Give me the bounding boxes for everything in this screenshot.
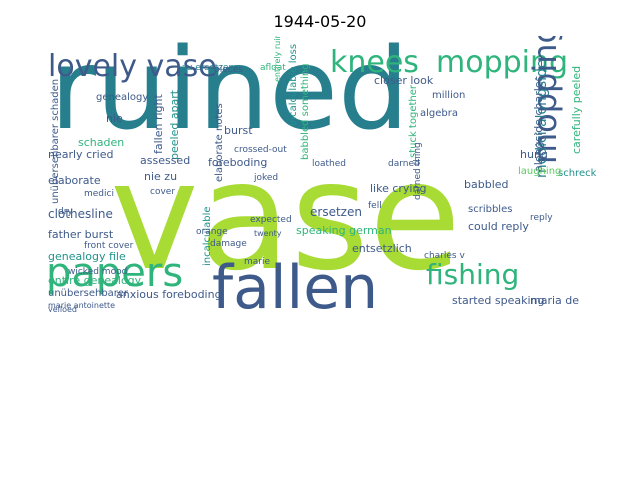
cloud-word: fallen right <box>152 94 165 154</box>
cloud-word: incalculable loss <box>288 44 299 126</box>
cloud-word: joked <box>253 173 278 183</box>
cloud-word: vase <box>110 130 461 304</box>
cloud-word: entire genealogy <box>48 274 142 287</box>
cloud-word: darned thing <box>413 142 423 200</box>
cloud-word: charles v <box>424 251 465 261</box>
cloud-word: ruined <box>50 36 409 155</box>
cloud-word: loathed <box>312 159 346 169</box>
cloud-word: cover <box>150 187 175 197</box>
cloud-word: algebra <box>420 108 458 119</box>
cloud-word: lovely vase <box>48 49 217 84</box>
cloud-word: scribbles <box>468 204 512 215</box>
cloud-word: ersetzen <box>310 205 362 219</box>
cloud-word: foreboding <box>208 156 267 169</box>
cloud-word: dry <box>58 207 73 217</box>
cloud-word: stuck together <box>408 84 419 158</box>
cloud-word: twenty <box>254 229 282 238</box>
cloud-word: marie antoinette <box>48 301 115 310</box>
cloud-word: elaborate notes <box>214 103 225 182</box>
cloud-word: mopping <box>436 45 568 80</box>
cloud-word: nearly cried <box>48 148 113 161</box>
cloud-word: darned <box>388 159 420 169</box>
cloud-word: million <box>432 90 465 101</box>
cloud-word: elaborate <box>48 174 101 187</box>
cloud-word: anxious foreboding <box>116 288 222 301</box>
cloud-word: like crying <box>370 182 426 195</box>
cloud-word: schrecklich <box>558 168 596 179</box>
cloud-word: peeled apart <box>168 89 181 160</box>
cloud-word: speaking german <box>296 224 392 237</box>
figure-title: 1944-05-20 <box>273 12 367 31</box>
cloud-word: pieces <box>214 65 243 75</box>
cloud-word: burst <box>224 124 253 137</box>
cloud-word: medici <box>84 189 114 199</box>
cloud-word: babbled something <box>300 63 311 160</box>
cloud-word: assessed <box>140 154 190 167</box>
cloud-word: crossed-out <box>234 145 287 155</box>
cloud-word: could reply <box>468 220 529 233</box>
cloud-word: carefully peeled <box>570 66 583 154</box>
cloud-word: orange <box>196 227 228 237</box>
cloud-word: front cover <box>84 241 134 251</box>
cloud-word: reply <box>530 213 553 223</box>
cloud-word: closer look <box>374 74 434 87</box>
cloud-word: babbled <box>464 178 509 191</box>
cloud-word: entsetzlich <box>352 242 412 255</box>
cloud-word: genealogy <box>96 92 148 103</box>
cloud-word: yelloed <box>48 305 77 312</box>
cloud-word: fallen <box>212 253 378 312</box>
cloud-word: hung <box>520 148 548 161</box>
cloud-word: unübersehbarer <box>48 288 129 299</box>
cloud-word: clothesline <box>48 207 113 221</box>
cloud-word: fishing <box>426 258 519 291</box>
cloud-word: medici alongside <box>534 59 550 178</box>
word-cloud-panel: ruined vase fallen papers lovely vase knees mo… <box>44 36 596 312</box>
cloud-word: alongside charles <box>532 75 545 172</box>
cloud-word: expected <box>250 215 292 225</box>
cloud-word: zu ersetzen <box>182 63 234 73</box>
cloud-word: genealogy file <box>48 250 126 263</box>
cloud-word: maria de <box>530 294 579 307</box>
cloud-word: mopping <box>526 36 564 164</box>
cloud-word: incalculable <box>202 206 213 266</box>
cloud-word: laughing <box>518 166 561 177</box>
cloud-word: marie <box>244 257 270 267</box>
cloud-word: fell <box>368 201 382 211</box>
cloud-word: father burst <box>48 228 114 241</box>
cloud-word: knees <box>330 45 419 80</box>
cloud-word: afloat <box>260 63 286 73</box>
cloud-word: started speaking <box>452 294 544 307</box>
cloud-word: schaden <box>78 136 124 149</box>
cloud-word: nie <box>106 112 123 125</box>
cloud-word: papers <box>46 250 183 296</box>
cloud-word: wicked mood <box>68 267 127 277</box>
cloud-word: nie zu <box>144 170 177 183</box>
cloud-word: damage <box>210 239 247 249</box>
cloud-word: entirely ruined <box>273 36 282 82</box>
cloud-word: unübersehbarer schaden <box>50 79 61 204</box>
